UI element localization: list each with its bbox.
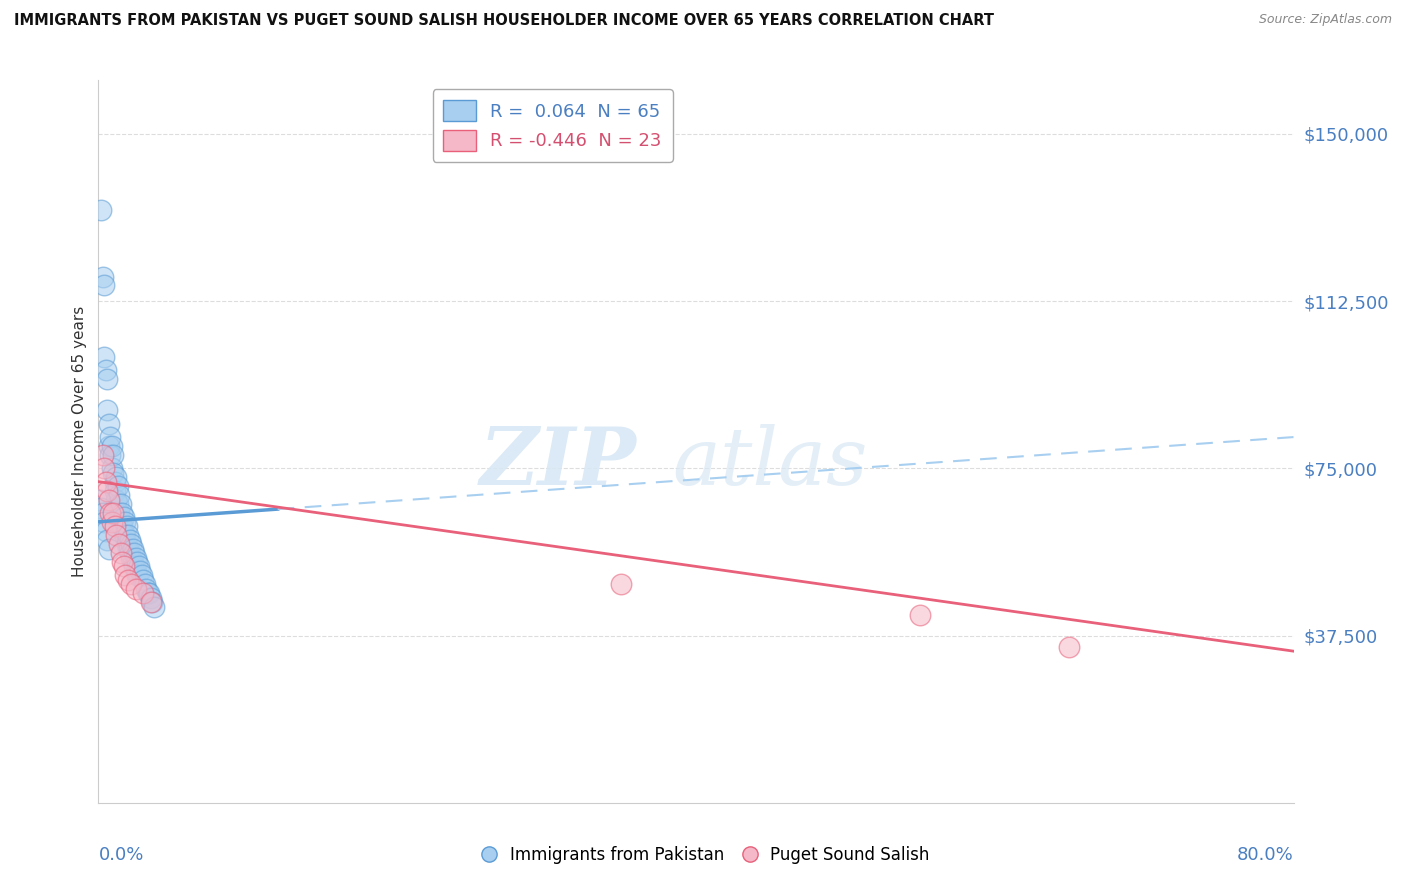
Point bbox=[97, 492, 120, 507]
Point bbox=[101, 515, 124, 529]
Point bbox=[142, 599, 165, 614]
Point bbox=[94, 475, 117, 489]
Point bbox=[127, 555, 149, 569]
Point bbox=[121, 555, 143, 569]
Point bbox=[117, 528, 139, 542]
Point bbox=[110, 497, 132, 511]
Point bbox=[134, 577, 156, 591]
Text: IMMIGRANTS FROM PAKISTAN VS PUGET SOUND SALISH HOUSEHOLDER INCOME OVER 65 YEARS : IMMIGRANTS FROM PAKISTAN VS PUGET SOUND … bbox=[14, 13, 994, 29]
Point bbox=[108, 537, 131, 551]
Point bbox=[98, 506, 122, 520]
Point bbox=[128, 559, 150, 574]
Point bbox=[96, 483, 118, 498]
Point bbox=[90, 501, 112, 516]
Point bbox=[110, 546, 132, 560]
Text: atlas: atlas bbox=[672, 425, 868, 502]
Point bbox=[103, 466, 125, 480]
Point bbox=[104, 519, 127, 533]
Point bbox=[117, 573, 139, 587]
Point bbox=[96, 403, 118, 417]
Point bbox=[98, 430, 122, 444]
Point bbox=[103, 506, 125, 520]
Text: Source: ZipAtlas.com: Source: ZipAtlas.com bbox=[1258, 13, 1392, 27]
Point bbox=[93, 278, 115, 293]
Point bbox=[139, 591, 162, 605]
Point bbox=[132, 573, 155, 587]
Point bbox=[101, 461, 124, 475]
Point bbox=[105, 492, 128, 507]
Point bbox=[97, 439, 120, 453]
Point bbox=[93, 515, 115, 529]
Point bbox=[138, 586, 160, 600]
Text: 0.0%: 0.0% bbox=[98, 847, 143, 864]
Point bbox=[115, 537, 138, 551]
Point bbox=[108, 488, 131, 502]
Point bbox=[114, 528, 136, 542]
Point bbox=[96, 533, 118, 547]
Point bbox=[125, 564, 148, 578]
Y-axis label: Householder Income Over 65 years: Householder Income Over 65 years bbox=[72, 306, 87, 577]
Point bbox=[118, 546, 141, 560]
Point bbox=[96, 372, 118, 386]
Legend: Immigrants from Pakistan, Puget Sound Salish: Immigrants from Pakistan, Puget Sound Sa… bbox=[470, 839, 936, 871]
Point bbox=[107, 497, 129, 511]
Point bbox=[114, 515, 136, 529]
Point bbox=[908, 608, 931, 623]
Point bbox=[114, 568, 136, 582]
Point bbox=[89, 492, 111, 507]
Point bbox=[124, 559, 146, 574]
Point bbox=[121, 541, 143, 556]
Text: 80.0%: 80.0% bbox=[1237, 847, 1294, 864]
Text: ZIP: ZIP bbox=[479, 425, 637, 502]
Point bbox=[1059, 640, 1081, 654]
Point bbox=[120, 537, 142, 551]
Point bbox=[127, 568, 149, 582]
Point bbox=[105, 470, 128, 484]
Point bbox=[131, 568, 153, 582]
Point bbox=[610, 577, 633, 591]
Point bbox=[112, 559, 135, 574]
Point bbox=[141, 595, 163, 609]
Point bbox=[108, 506, 131, 520]
Point bbox=[98, 448, 122, 462]
Point bbox=[132, 586, 155, 600]
Point bbox=[90, 202, 112, 217]
Point bbox=[125, 550, 148, 565]
Legend: R =  0.064  N = 65, R = -0.446  N = 23: R = 0.064 N = 65, R = -0.446 N = 23 bbox=[433, 89, 672, 161]
Point bbox=[117, 541, 139, 556]
Point bbox=[91, 269, 114, 284]
Point bbox=[103, 448, 125, 462]
Point bbox=[129, 564, 152, 578]
Point bbox=[107, 479, 129, 493]
Point bbox=[91, 506, 114, 520]
Point bbox=[111, 506, 134, 520]
Point bbox=[104, 483, 127, 498]
Point bbox=[112, 510, 135, 524]
Point bbox=[124, 546, 146, 560]
Point bbox=[111, 519, 134, 533]
Point bbox=[93, 350, 115, 364]
Point bbox=[105, 528, 128, 542]
Point bbox=[94, 524, 117, 538]
Point bbox=[93, 461, 115, 475]
Point bbox=[139, 595, 162, 609]
Point bbox=[118, 533, 141, 547]
Point bbox=[136, 586, 159, 600]
Point bbox=[125, 582, 148, 596]
Point bbox=[120, 550, 142, 565]
Point bbox=[104, 475, 127, 489]
Point bbox=[97, 541, 120, 556]
Point bbox=[120, 577, 142, 591]
Point bbox=[94, 363, 117, 377]
Point bbox=[135, 582, 157, 596]
Point bbox=[112, 528, 135, 542]
Point bbox=[101, 439, 124, 453]
Point bbox=[111, 555, 134, 569]
Point bbox=[110, 515, 132, 529]
Point bbox=[91, 448, 114, 462]
Point bbox=[115, 519, 138, 533]
Point bbox=[97, 417, 120, 431]
